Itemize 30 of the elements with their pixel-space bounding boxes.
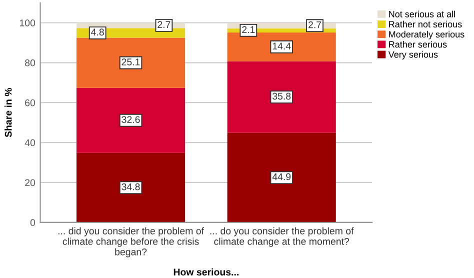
bar bbox=[76, 88, 186, 153]
bar bbox=[227, 132, 336, 222]
data-label: 32.6 bbox=[122, 116, 140, 123]
data-label: 34.8 bbox=[122, 183, 140, 190]
data-label: 2.7 bbox=[308, 21, 322, 28]
data-label: 44.9 bbox=[272, 173, 291, 180]
y-tick-label: 100 bbox=[20, 19, 36, 26]
y-tick-label: 80 bbox=[25, 59, 36, 66]
data-label: 35.8 bbox=[272, 92, 291, 100]
legend-label: Very serious bbox=[388, 51, 438, 60]
legend-label: Rather serious bbox=[389, 40, 447, 48]
x-tick-label: ... do you consider the problem of climate change at the moment? bbox=[210, 227, 354, 247]
y-tick-label: 20 bbox=[25, 179, 36, 186]
data-label: 4.8 bbox=[91, 28, 104, 36]
legend-label: Moderately serious bbox=[389, 30, 464, 40]
bar bbox=[227, 61, 336, 133]
data-label: 14.4 bbox=[272, 42, 291, 50]
legend-label: Not serious at all bbox=[389, 10, 455, 18]
data-label: 25.1 bbox=[122, 58, 140, 66]
y-axis-title: Share in % bbox=[4, 88, 12, 138]
bar bbox=[76, 152, 186, 222]
data-label: 2.7 bbox=[158, 21, 170, 28]
bar bbox=[76, 38, 186, 88]
x-axis-title: How serious... bbox=[174, 268, 238, 276]
legend-label: Rather not serious bbox=[389, 20, 462, 28]
data-label: 2.1 bbox=[242, 26, 255, 33]
y-tick-label: 60 bbox=[25, 99, 36, 106]
x-tick-label: ... did you consider the problem of climate change before the crisis began? bbox=[58, 227, 204, 258]
y-tick-label: 40 bbox=[24, 139, 36, 146]
y-tick-label: 0 bbox=[30, 219, 36, 226]
